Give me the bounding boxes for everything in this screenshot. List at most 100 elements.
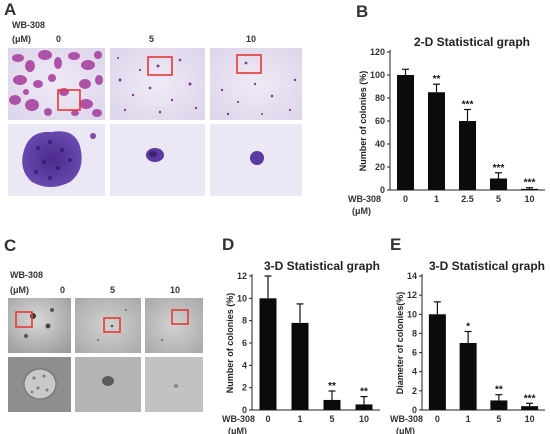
chart-b-significance: *** (524, 178, 536, 189)
dose-label-a-5: 5 (149, 34, 154, 44)
highlight-box-a-0 (57, 89, 81, 111)
drug-label-a: WB-308 (12, 20, 45, 30)
panel-a: A WB-308 (μM) 0 5 10 (4, 0, 302, 196)
chart-b-ytick-label: 120 (370, 47, 385, 57)
micrograph-a-dose-0-overview (8, 48, 105, 120)
micrograph-a-dose-5-zoom (110, 124, 205, 196)
chart-e-ytick-label: 12 (407, 290, 417, 300)
panel-letter-d: D (222, 235, 234, 254)
panel-letter-a: A (4, 0, 16, 19)
dose-label-c-10: 10 (170, 285, 180, 295)
micrograph-c-dose-10-overview (145, 298, 203, 353)
chart-e-xaxis-unit: (μM) (396, 426, 415, 434)
chart-d-ytick-label: 8 (242, 316, 247, 326)
highlight-box-c-10 (171, 309, 189, 325)
chart-e-ytick-label: 10 (407, 309, 417, 319)
dose-label-c-0: 0 (60, 285, 65, 295)
micrograph-a-dose-0-zoom (8, 124, 105, 196)
chart-e-ytick-label: 8 (412, 328, 417, 338)
chart-b-significance: ** (433, 74, 441, 85)
chart-e-significance: *** (524, 393, 536, 404)
chart-b-ytick-label: 80 (375, 93, 385, 103)
chart-d-significance: ** (360, 387, 368, 398)
chart-e-ytick-label: 4 (412, 367, 417, 377)
chart-b-bar (459, 121, 476, 190)
chart-d-ytick-label: 12 (237, 271, 247, 281)
chart-e-category-label: 1 (466, 414, 471, 424)
micrograph-c-dose-5-zoom (75, 357, 141, 412)
chart-b-bar (428, 92, 445, 190)
chart-d-category-label: 1 (297, 414, 302, 424)
drug-label-c: WB-308 (10, 270, 43, 280)
chart-e-bar (459, 343, 477, 410)
chart-d-category-label: 5 (329, 414, 334, 424)
panel-e: E 3-D Statistical graph Diameter of colon… (390, 235, 545, 434)
chart-e-bar (490, 400, 508, 410)
chart-b-bar (397, 75, 414, 190)
chart-b-category-label: 10 (524, 194, 534, 204)
chart-d-ytick-label: 6 (242, 338, 247, 348)
panel-d: D 3-D Statistical graph Number of colonie… (222, 235, 380, 434)
chart-b-bar (490, 178, 507, 190)
chart-e-ytick-label: 6 (412, 348, 417, 358)
chart-d-bar (323, 399, 341, 410)
chart-b-ytick-label: 100 (370, 70, 385, 80)
unit-label-a: (μM) (12, 34, 31, 44)
chart-b-ylabel: Number of colonies (%) (358, 71, 368, 172)
chart-e-ytick-label: 14 (407, 271, 417, 281)
chart-b-category-label: 5 (496, 194, 501, 204)
panel-b: B 2-D Statistical graph Number of colonie… (348, 2, 545, 216)
dose-label-a-10: 10 (246, 34, 256, 44)
chart-b-bar (521, 188, 538, 190)
chart-d-ytick-label: 10 (237, 293, 247, 303)
chart-d-significance: ** (328, 381, 336, 392)
chart-b-ytick-label: 0 (380, 185, 385, 195)
panel-letter-e: E (390, 235, 401, 254)
highlight-box-a-10 (236, 54, 262, 74)
chart-d-title: 3-D Statistical graph (264, 259, 380, 273)
micrograph-a-dose-10-zoom (210, 124, 302, 196)
chart-e: 3-D Statistical graph Diameter of colonie… (390, 259, 545, 434)
panel-letter-c: C (4, 236, 16, 255)
chart-b-xaxis-name: WB-308 (348, 194, 381, 204)
chart-b-significance: *** (462, 100, 474, 111)
chart-d-ytick-label: 4 (242, 360, 247, 370)
chart-b-title: 2-D Statistical graph (414, 35, 530, 49)
chart-b-category-label: 2.5 (461, 194, 474, 204)
highlight-box-c-5 (103, 317, 121, 333)
chart-e-category-label: 5 (496, 414, 501, 424)
chart-b-xaxis-unit: (μM) (352, 206, 371, 216)
micrograph-c-dose-0-zoom (8, 357, 71, 412)
chart-d-bar (259, 298, 277, 410)
dose-label-a-0: 0 (56, 34, 61, 44)
chart-d-category-label: 10 (359, 414, 369, 424)
chart-e-ytick-label: 2 (412, 386, 417, 396)
chart-b-category-label: 0 (403, 194, 408, 204)
chart-e-ylabel: Diameter of colonies(%) (395, 292, 405, 395)
chart-e-bar (521, 406, 539, 410)
micrograph-c-dose-0-overview (8, 298, 71, 353)
unit-label-c: (μM) (10, 285, 29, 295)
chart-d: 3-D Statistical graph Number of colonies … (222, 259, 380, 434)
chart-d-ylabel: Number of colonies (%) (225, 293, 235, 394)
chart-d-category-label: 0 (265, 414, 270, 424)
chart-e-category-label: 10 (525, 414, 535, 424)
chart-b-ytick-label: 60 (375, 116, 385, 126)
chart-b: 2-D Statistical graph Number of colonies … (348, 35, 545, 216)
chart-d-xaxis-name: WB-308 (222, 414, 255, 424)
micrograph-c-dose-5-overview (75, 298, 141, 353)
chart-e-xaxis-name: WB-308 (390, 414, 423, 424)
chart-d-bar (355, 404, 373, 410)
chart-b-ytick-label: 40 (375, 139, 385, 149)
panel-c: C WB-308 (μM) 0 5 10 (4, 236, 203, 412)
highlight-box-c-0 (15, 311, 33, 328)
chart-e-significance: * (466, 322, 470, 333)
chart-e-bar (428, 314, 446, 410)
dose-label-c-5: 5 (110, 285, 115, 295)
micrograph-a-dose-10-overview (210, 48, 302, 120)
chart-d-xaxis-unit: (μM) (228, 426, 247, 434)
chart-d-ytick-label: 2 (242, 383, 247, 393)
chart-b-significance: *** (493, 163, 505, 174)
chart-e-significance: ** (495, 385, 503, 396)
